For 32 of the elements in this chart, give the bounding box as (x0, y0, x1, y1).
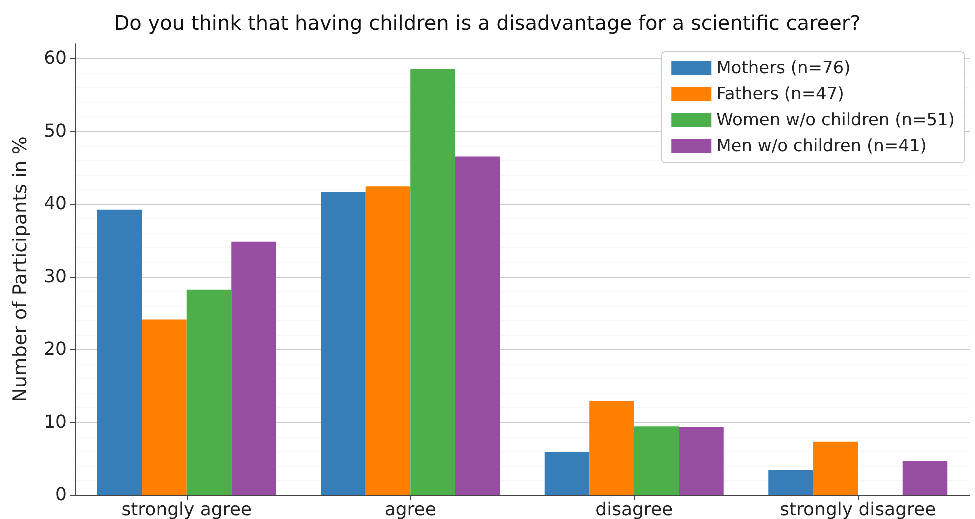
bar (768, 470, 814, 495)
bar (142, 320, 187, 495)
y-tick-label: 10 (44, 412, 67, 433)
bar (544, 452, 590, 495)
bar (455, 156, 500, 495)
chart-title: Do you think that having children is a disadvantage for a scientific career? (114, 11, 861, 35)
y-axis-title: Number of Participants in % (10, 136, 32, 402)
y-tick-label: 50 (44, 120, 67, 142)
x-tick-label: disagree (596, 500, 674, 519)
x-tick-label: agree (384, 500, 436, 519)
bar (186, 290, 232, 495)
y-tick-label: 0 (56, 484, 67, 506)
legend-label: Women w/o children (n=51) (716, 110, 955, 130)
bar (410, 69, 456, 495)
x-tick-label: strongly agree (122, 500, 252, 519)
legend-label: Men w/o children (n=41) (716, 136, 927, 156)
bar (97, 210, 142, 495)
y-tick-label: 60 (44, 48, 67, 70)
legend-label: Fathers (n=47) (716, 84, 844, 104)
y-tick-label: 20 (44, 339, 67, 360)
bar (902, 462, 948, 495)
bar (590, 401, 634, 495)
y-tick-label: 30 (44, 266, 67, 288)
legend-label: Mothers (n=76) (716, 58, 851, 78)
bar (232, 242, 276, 495)
bar (813, 442, 858, 495)
bar (321, 192, 366, 495)
y-tick-label: 40 (44, 194, 67, 215)
x-tick-label: strongly disagree (780, 500, 936, 519)
bar (679, 427, 724, 495)
bar (634, 426, 680, 495)
bar (366, 186, 411, 495)
